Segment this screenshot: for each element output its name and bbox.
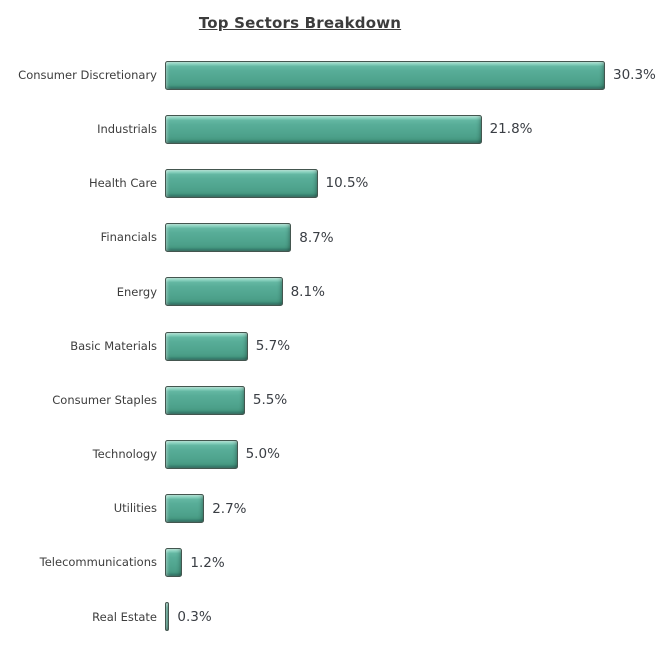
chart-row: Energy 8.1% [0, 265, 671, 319]
bar-area: 21.8% [165, 114, 671, 144]
value-label: 8.7% [299, 229, 334, 246]
category-label: Utilities [113, 501, 157, 516]
bar-area: 0.3% [165, 602, 671, 632]
bar-area: 5.7% [165, 331, 671, 361]
bar [165, 494, 205, 524]
sector-breakdown-chart: Top Sectors Breakdown Consumer Discretio… [0, 14, 671, 644]
bar [165, 114, 482, 144]
bar-area: 5.0% [165, 439, 671, 469]
chart-row: Consumer Discretionary 30.3% [0, 48, 671, 102]
chart-row: Consumer Staples 5.5% [0, 373, 671, 427]
category-label: Telecommunications [39, 555, 157, 570]
value-label: 1.2% [190, 554, 225, 571]
chart-row: Real Estate 0.3% [0, 590, 671, 644]
bar-area: 10.5% [165, 168, 671, 198]
bar [165, 548, 183, 578]
value-label: 2.7% [212, 500, 247, 517]
value-label: 5.5% [252, 392, 288, 409]
chart-row: Telecommunications 1.2% [0, 536, 671, 590]
category-label: Technology [92, 447, 157, 462]
bar-area: 8.7% [165, 223, 671, 253]
category-label: Energy [116, 284, 157, 299]
category-label: Health Care [88, 176, 157, 191]
category-label: Financials [100, 230, 157, 245]
chart-row: Technology 5.0% [0, 427, 671, 481]
category-label: Real Estate [92, 609, 157, 624]
chart-row: Basic Materials 5.7% [0, 319, 671, 373]
category-label: Consumer Staples [52, 392, 157, 407]
value-label: 0.3% [177, 608, 212, 625]
category-label: Basic Materials [70, 338, 157, 353]
category-label: Consumer Discretionary [18, 67, 157, 82]
value-label: 5.7% [255, 338, 291, 355]
bar [165, 439, 238, 469]
value-label: 21.8% [489, 121, 533, 138]
value-label: 10.5% [325, 175, 369, 192]
bar [165, 168, 318, 198]
bar-area: 2.7% [165, 494, 671, 524]
bar [165, 385, 245, 415]
bar-area: 8.1% [165, 277, 671, 307]
bar [165, 60, 605, 90]
value-label: 5.0% [245, 446, 280, 463]
chart-row: Health Care 10.5% [0, 156, 671, 210]
bar-area: 1.2% [165, 548, 671, 578]
chart-row: Financials 8.7% [0, 211, 671, 265]
chart-row: Industrials 21.8% [0, 102, 671, 156]
value-label: 8.1% [290, 283, 325, 300]
value-label: 30.3% [613, 67, 656, 84]
bar [165, 602, 170, 632]
bar [165, 331, 248, 361]
chart-row: Utilities 2.7% [0, 482, 671, 536]
bar [165, 223, 292, 253]
bar-chart-plot-area: Consumer Discretionary 30.3% Industrials 21… [0, 48, 671, 644]
bar-area: 30.3% [165, 60, 671, 90]
bar-area: 5.5% [165, 385, 671, 415]
category-label: Industrials [97, 121, 157, 136]
bar [165, 277, 283, 307]
chart-title: Top Sectors Breakdown [198, 14, 402, 32]
